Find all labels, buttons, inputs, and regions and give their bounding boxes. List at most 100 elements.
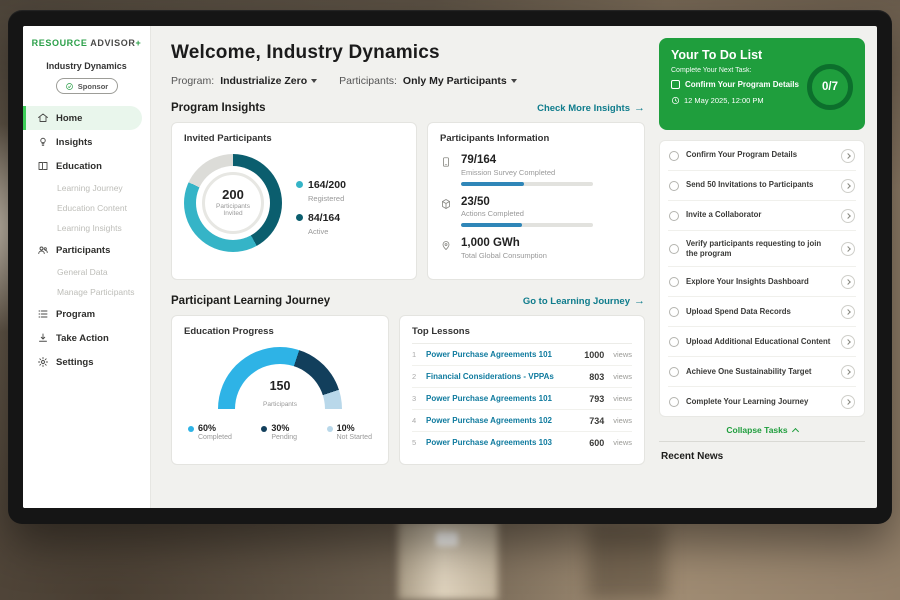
next-task-checkbox[interactable] [671,80,680,89]
lesson-row: 1 Power Purchase Agreements 101 1000 vie… [412,344,632,366]
lesson-row: 4 Power Purchase Agreements 102 734 view… [412,410,632,432]
task-chevron-button[interactable] [841,334,855,349]
task-row-invite-collaborator[interactable]: Invite a Collaborator [668,201,856,231]
monitor-bezel: RESOURCE ADVISOR+ Industry Dynamics Spon… [8,10,892,524]
next-task-due: 12 May 2025, 12:00 PM [671,96,853,105]
lesson-link[interactable]: Power Purchase Agreements 101 [426,394,552,403]
legend-dot [261,425,268,432]
sidebar-item-manage-participants[interactable]: Manage Participants [57,287,135,297]
sidebar-item-program[interactable]: Program [23,302,150,326]
sidebar-item-insights[interactable]: Insights [23,130,150,154]
task-checkbox[interactable] [669,150,679,161]
task-row-confirm-program[interactable]: Confirm Your Program Details [668,141,856,171]
gear-icon [38,357,48,367]
lesson-link[interactable]: Financial Considerations - VPPAs [426,372,554,381]
actions-progress-bar [461,223,593,228]
insights-cards-row: Invited Participants 200 Participants In… [171,122,645,280]
logo-text-resource: RESOURCE [31,38,88,48]
list-icon [38,310,48,318]
task-checkbox[interactable] [669,180,679,191]
task-row-send-invitations[interactable]: Send 50 Invitations to Participants [668,171,856,201]
sidebar-item-learning-journey[interactable]: Learning Journey [57,183,123,193]
task-row-upload-spend-data[interactable]: Upload Spend Data Records [668,297,856,328]
lesson-row: 5 Power Purchase Agreements 103 600 view… [412,437,632,448]
task-chevron-button[interactable] [841,394,855,409]
sidebar-item-settings[interactable]: Settings [23,350,150,374]
invited-participants-donut-chart: 200 Participants Invited [184,154,282,252]
sidebar-item-education[interactable]: Education [23,154,150,178]
sidebar-nav: Home Insights Education Learning Journey… [23,106,150,374]
collapse-tasks-link[interactable]: Collapse Tasks [659,417,865,441]
program-filter-label: Program: [171,75,215,87]
legend-item-not-started: 10% Not Started [326,423,372,443]
sidebar-item-participants[interactable]: Participants [23,238,150,262]
go-to-learning-journey-link[interactable]: Go to Learning Journey [523,295,645,307]
arrow-right-icon [634,295,645,307]
legend-item-pending: 30% Pending [261,423,297,443]
task-checkbox[interactable] [669,243,679,254]
check-more-insights-link[interactable]: Check More Insights [537,102,645,114]
task-checkbox[interactable] [669,366,679,377]
participants-filter-value: Only My Participants [402,75,507,87]
dashboard-screen: RESOURCE ADVISOR+ Industry Dynamics Spon… [23,26,877,508]
page-title: Welcome, Industry Dynamics [171,42,440,63]
action-arrow-icon [39,333,47,342]
todo-panel: Your To Do List Complete Your Next Task:… [657,26,877,508]
task-chevron-button[interactable] [841,208,855,223]
consumption-row: 1,000 GWh Total Global Consumption [440,237,632,260]
org-name: Industry Dynamics [46,61,127,71]
chevron-right-icon [844,278,851,285]
task-chevron-button[interactable] [841,241,855,256]
task-checkbox[interactable] [669,306,679,317]
nav-label: Take Action [56,332,109,344]
logo-plus: + [135,38,142,48]
clock-icon [671,96,680,105]
book-icon [38,162,48,170]
legend-item-completed: 60% Completed [188,423,232,443]
sidebar-item-education-content[interactable]: Education Content [57,203,127,213]
lesson-link[interactable]: Power Purchase Agreements 103 [426,438,552,447]
link-label: Check More Insights [537,102,630,114]
task-chevron-button[interactable] [841,274,855,289]
arrow-right-icon [634,102,645,114]
learning-journey-header: Participant Learning Journey Go to Learn… [171,295,645,307]
sidebar-item-take-action[interactable]: Take Action [23,326,150,350]
lesson-link[interactable]: Power Purchase Agreements 102 [426,416,552,425]
lesson-link[interactable]: Power Purchase Agreements 101 [426,350,552,359]
task-chevron-button[interactable] [841,148,855,163]
sidebar-item-learning-insights[interactable]: Learning Insights [57,223,122,233]
task-checkbox[interactable] [669,276,679,287]
task-chevron-button[interactable] [841,178,855,193]
next-task-row[interactable]: Confirm Your Program Details [671,80,853,89]
legend-dot [326,425,333,432]
program-filter-select[interactable]: Industrialize Zero [220,75,318,87]
task-list: Confirm Your Program Details Send 50 Inv… [659,140,865,418]
task-checkbox[interactable] [669,396,679,407]
task-chevron-button[interactable] [841,304,855,319]
task-row-verify-participants[interactable]: Verify participants requesting to join t… [668,231,856,268]
participants-filter-select[interactable]: Only My Participants [403,75,517,87]
legend-item-active: 84/164 [296,212,346,225]
box-icon [442,198,450,209]
sidebar-item-home[interactable]: Home [23,106,142,130]
emission-survey-progress-bar [461,181,593,186]
chevron-right-icon [844,182,851,189]
task-row-upload-educational-content[interactable]: Upload Additional Educational Content [668,327,856,358]
actions-completed-row: 23/50 Actions Completed [440,196,632,228]
card-title: Invited Participants [184,133,272,144]
sponsor-badge[interactable]: Sponsor [55,78,118,94]
task-chevron-button[interactable] [841,364,855,379]
lesson-row: 2 Financial Considerations - VPPAs 803 v… [412,366,632,388]
task-checkbox[interactable] [669,210,679,221]
sponsor-label: Sponsor [77,81,109,91]
todo-header-card: Your To Do List Complete Your Next Task:… [659,38,865,130]
task-row-complete-learning-journey[interactable]: Complete Your Learning Journey [668,387,856,416]
task-row-explore-insights[interactable]: Explore Your Insights Dashboard [668,267,856,298]
nav-label: Home [56,112,83,124]
sidebar-item-general-data[interactable]: General Data [57,267,108,277]
task-checkbox[interactable] [669,336,679,347]
task-row-achieve-target[interactable]: Achieve One Sustainability Target [668,357,856,388]
gauge-legend: 60% Completed 30% Pending 10% Not Starte… [184,423,376,443]
nav-label: Education [56,160,102,172]
